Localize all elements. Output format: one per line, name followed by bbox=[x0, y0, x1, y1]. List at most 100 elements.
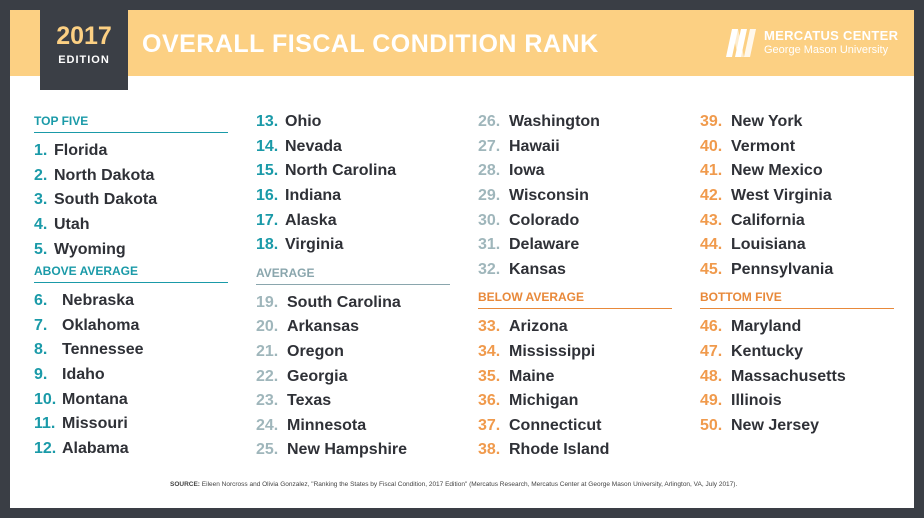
state-name: Mississippi bbox=[509, 343, 596, 361]
edition-badge: 2017 EDITION bbox=[40, 10, 128, 90]
rank-row: 18. Virginia bbox=[256, 233, 450, 258]
rank-number: 1. bbox=[34, 142, 48, 160]
rank-number: 48. bbox=[700, 367, 723, 385]
below-average-list: 33. Arizona 34. Mississippi 35. Maine 36. Michi… bbox=[478, 315, 672, 463]
state-name: Connecticut bbox=[509, 416, 602, 434]
rank-row: 50. New Jersey bbox=[700, 414, 894, 439]
state-name: North Carolina bbox=[285, 162, 397, 180]
state-name: Louisiana bbox=[731, 236, 806, 254]
rank-number: 2. bbox=[34, 166, 48, 184]
rank-number: 49. bbox=[700, 392, 723, 410]
section-average: AVERAGE bbox=[256, 266, 450, 285]
state-name: Ohio bbox=[285, 113, 322, 131]
header-banner: 2017 EDITION OVERALL FISCAL CONDITION RA… bbox=[10, 10, 914, 90]
rank-row: 16. Indiana bbox=[256, 184, 450, 209]
state-name: West Virginia bbox=[731, 187, 832, 205]
rank-number: 14. bbox=[256, 137, 279, 155]
rank-row: 48. Massachusetts bbox=[700, 364, 894, 389]
rank-row: 41. New Mexico bbox=[700, 159, 894, 184]
column-2: 13. Ohio 14. Nevada 15. North Carolina 16. Indi… bbox=[256, 110, 450, 463]
rank-number: 12. bbox=[34, 439, 57, 457]
rank-row: 17. Alaska bbox=[256, 208, 450, 233]
rank-number: 17. bbox=[256, 211, 279, 229]
rank-number: 26. bbox=[478, 113, 501, 131]
source-citation: SOURCE: Eileen Norcross and Olivia Gonza… bbox=[170, 481, 737, 488]
state-name: New Hampshire bbox=[287, 441, 408, 459]
rank-number: 31. bbox=[478, 236, 501, 254]
rank-row: 46. Maryland bbox=[700, 315, 894, 340]
state-name: Michigan bbox=[509, 392, 579, 410]
state-name: Indiana bbox=[285, 187, 342, 205]
rank-row: 40. Vermont bbox=[700, 135, 894, 160]
rank-number: 42. bbox=[700, 187, 723, 205]
rank-row: 4. Utah bbox=[34, 213, 228, 238]
state-name: Arizona bbox=[509, 318, 568, 336]
rank-number: 38. bbox=[478, 441, 501, 459]
rank-number: 21. bbox=[256, 343, 279, 361]
rank-row: 8. Tennessee bbox=[34, 338, 228, 363]
mercatus-logo-icon bbox=[726, 29, 756, 57]
state-name: Nevada bbox=[285, 137, 342, 155]
rank-row: 9. Idaho bbox=[34, 363, 228, 388]
rank-number: 5. bbox=[34, 240, 48, 258]
average-list-cont: 26. Washington 27. Hawaii 28. Iowa 29. Wisconsi… bbox=[478, 110, 672, 282]
rank-row: 11. Missouri bbox=[34, 412, 228, 437]
page-title: OVERALL FISCAL CONDITION RANK bbox=[142, 30, 599, 58]
rank-number: 9. bbox=[34, 366, 48, 384]
state-name: Nebraska bbox=[62, 292, 135, 310]
state-name: Alaska bbox=[285, 211, 337, 229]
rank-row: 21. Oregon bbox=[256, 340, 450, 365]
rank-row: 20. Arkansas bbox=[256, 315, 450, 340]
rank-number: 41. bbox=[700, 162, 723, 180]
state-name: Florida bbox=[54, 142, 108, 160]
rank-row: 36. Michigan bbox=[478, 389, 672, 414]
above-average-list: 6. Nebraska 7. Oklahoma 8. Tennessee 9. Idaho 10… bbox=[34, 289, 228, 461]
column-4: 39. New York 40. Vermont 41. New Mexico 42. Wes… bbox=[700, 110, 894, 438]
rank-row: 29. Wisconsin bbox=[478, 184, 672, 209]
rank-row: 32. Kansas bbox=[478, 258, 672, 283]
state-name: Vermont bbox=[731, 137, 796, 155]
state-name: Georgia bbox=[287, 367, 348, 385]
rank-number: 44. bbox=[700, 236, 723, 254]
state-name: Oklahoma bbox=[62, 316, 140, 334]
bottom-five-list: 46. Maryland 47. Kentucky 48. Massachusetts 49… bbox=[700, 315, 894, 438]
rank-row: 25. New Hampshire bbox=[256, 438, 450, 463]
rank-number: 34. bbox=[478, 343, 501, 361]
rank-number: 36. bbox=[478, 392, 501, 410]
above-average-list-cont: 13. Ohio 14. Nevada 15. North Carolina 16. Indi… bbox=[256, 110, 450, 258]
rank-number: 35. bbox=[478, 367, 501, 385]
rank-number: 33. bbox=[478, 318, 501, 336]
rank-number: 30. bbox=[478, 211, 501, 229]
logo-line2: George Mason University bbox=[764, 44, 889, 56]
state-name: Hawaii bbox=[509, 137, 560, 155]
rank-row: 43. California bbox=[700, 208, 894, 233]
state-name: Pennsylvania bbox=[731, 260, 834, 278]
state-name: South Carolina bbox=[287, 293, 401, 311]
rank-row: 31. Delaware bbox=[478, 233, 672, 258]
state-name: Washington bbox=[509, 113, 600, 131]
state-name: Arkansas bbox=[287, 318, 360, 336]
rank-number: 50. bbox=[700, 416, 723, 434]
state-name: Iowa bbox=[509, 162, 545, 180]
rank-number: 39. bbox=[700, 113, 723, 131]
section-bottom-five: BOTTOM FIVE bbox=[700, 290, 894, 310]
rank-row: 3. South Dakota bbox=[34, 188, 228, 213]
state-name: Massachusetts bbox=[731, 367, 846, 385]
rank-number: 40. bbox=[700, 137, 723, 155]
below-average-list-cont: 39. New York 40. Vermont 41. New Mexico 42. Wes… bbox=[700, 110, 894, 282]
rank-row: 47. Kentucky bbox=[700, 340, 894, 365]
source-label: SOURCE: bbox=[170, 481, 200, 488]
state-name: Rhode Island bbox=[509, 441, 610, 459]
state-name: Montana bbox=[62, 390, 128, 408]
state-name: Kentucky bbox=[731, 343, 804, 361]
state-name: New Mexico bbox=[731, 162, 823, 180]
state-name: Illinois bbox=[731, 392, 782, 410]
state-name: California bbox=[731, 211, 805, 229]
rank-row: 35. Maine bbox=[478, 364, 672, 389]
rank-number: 18. bbox=[256, 236, 279, 254]
rank-row: 13. Ohio bbox=[256, 110, 450, 135]
section-below-average: BELOW AVERAGE bbox=[478, 290, 672, 310]
rank-number: 46. bbox=[700, 318, 723, 336]
rank-number: 10. bbox=[34, 390, 57, 408]
state-name: Oregon bbox=[287, 343, 344, 361]
